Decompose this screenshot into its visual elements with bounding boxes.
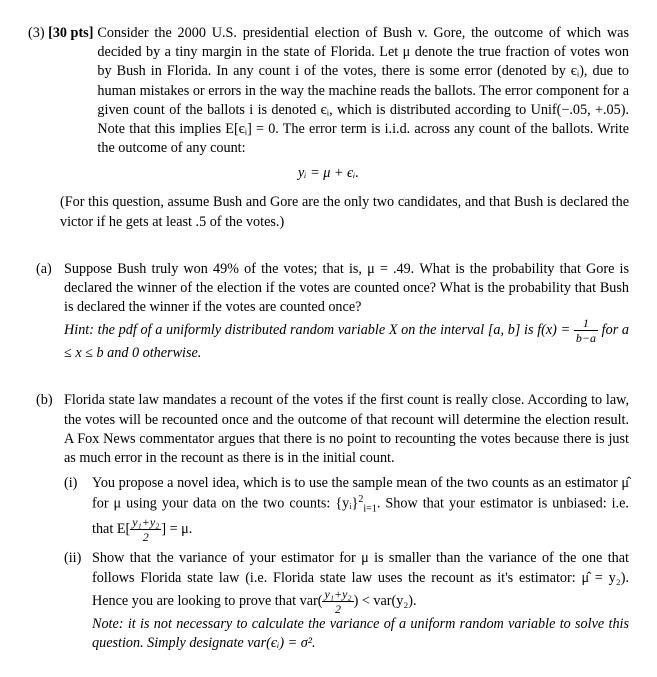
part-b-i-label: (i): [64, 474, 92, 543]
bii-text2: ) < var(y₂).: [354, 592, 417, 608]
part-b: (b) Florida state law mandates a recount…: [28, 391, 629, 653]
question-header: (3) [30 pts] Consider the 2000 U.S. pres…: [28, 24, 629, 158]
part-b-i: (i) You propose a novel idea, which is t…: [64, 474, 629, 543]
part-a-label: (a): [28, 260, 64, 364]
part-a: (a) Suppose Bush truly won 49% of the vo…: [28, 260, 629, 364]
question-intro: Consider the 2000 U.S. presidential elec…: [97, 24, 629, 158]
bi-sub: i=1: [363, 504, 376, 515]
bii-frac: y₁+y₂2: [322, 588, 353, 615]
part-b-ii-body: Show that the variance of your estimator…: [92, 549, 629, 653]
question-number: (3) [30 pts]: [28, 24, 97, 158]
hint-eq-left: f(x) =: [537, 322, 574, 338]
main-equation: yᵢ = μ + єᵢ.: [28, 164, 629, 183]
bii-note: Note: it is not necessary to calculate t…: [92, 616, 629, 651]
part-b-ii: (ii) Show that the variance of your esti…: [64, 549, 629, 653]
q-number-text: (3): [28, 25, 45, 41]
part-b-text: Florida state law mandates a recount of …: [64, 392, 629, 466]
part-b-body: Florida state law mandates a recount of …: [64, 391, 629, 653]
part-a-text: Suppose Bush truly won 49% of the votes;…: [64, 261, 629, 315]
part-a-body: Suppose Bush truly won 49% of the votes;…: [64, 260, 629, 364]
part-a-hint: Hint: the pdf of a uniformly distributed…: [64, 322, 629, 361]
part-b-i-body: You propose a novel idea, which is to us…: [92, 474, 629, 543]
bi-frac: y₁+y₂2: [130, 516, 161, 543]
q-points: [30 pts]: [48, 25, 93, 41]
hint-label: Hint: the pdf of a uniformly distributed…: [64, 322, 534, 338]
part-b-label: (b): [28, 391, 64, 653]
hint-frac: 1b−a: [574, 317, 598, 344]
part-b-ii-label: (ii): [64, 549, 92, 653]
bi-text3: ] = μ.: [161, 521, 192, 537]
intro-paren: (For this question, assume Bush and Gore…: [28, 193, 629, 231]
intro-text: Consider the 2000 U.S. presidential elec…: [97, 25, 629, 156]
